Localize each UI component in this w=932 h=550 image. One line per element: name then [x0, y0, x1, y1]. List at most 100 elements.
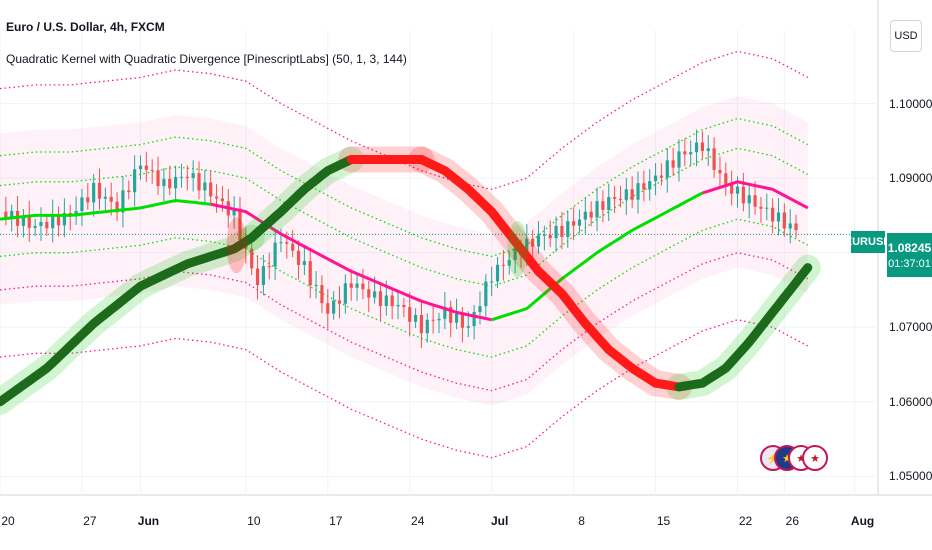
time-tick-label: 22 [738, 514, 753, 528]
time-tick-label: 27 [83, 514, 97, 528]
candle-body [413, 314, 418, 322]
price-tick-label: 1.05000 [889, 469, 932, 484]
candle-body [45, 221, 49, 229]
candle-body [162, 178, 166, 187]
band-upper-outer [0, 50, 809, 190]
candle-body [712, 148, 716, 170]
time-tick-label: Jun [137, 514, 160, 528]
divergence-up-1 [0, 233, 257, 407]
candle-body [4, 211, 8, 218]
candle-body [572, 221, 576, 226]
us-flag-icon[interactable]: ★ [788, 445, 814, 471]
candle-body [86, 197, 90, 203]
candle-body [437, 318, 441, 321]
kernel-line-down [210, 202, 493, 322]
candle-body [174, 177, 178, 189]
candle-body [788, 223, 792, 229]
candle-body [337, 300, 342, 304]
chart-title[interactable]: Euro / U.S. Dollar, 4h, FXCM [6, 20, 165, 34]
time-tick-label: Aug [850, 514, 875, 528]
candle-body [314, 285, 318, 287]
economic-events[interactable]: ⚡ ★ ★ ★ [760, 443, 840, 477]
candle-body [302, 261, 306, 265]
candle-body [273, 242, 277, 267]
candle-body [384, 295, 388, 306]
candle-body [782, 212, 786, 229]
candle-body [490, 281, 494, 283]
candle-body [735, 186, 740, 194]
candle-body [261, 266, 265, 285]
candle-body [168, 178, 172, 189]
candle-body [214, 196, 219, 199]
candle-body [677, 151, 681, 168]
candle-body [613, 197, 617, 199]
candle-body [525, 238, 529, 256]
candle-body [577, 219, 582, 226]
candle-body [115, 201, 119, 213]
candle-body [601, 201, 605, 211]
candle-body [349, 283, 353, 288]
time-tick-label: 26 [785, 514, 800, 528]
candle-body [753, 195, 757, 207]
candle-body [425, 319, 429, 334]
band-lower-inner [0, 252, 809, 392]
candle-body [144, 165, 148, 170]
candle-body [255, 268, 260, 285]
divergence-down-2 [416, 155, 684, 392]
candle-body [548, 234, 552, 239]
candle-body [706, 148, 710, 152]
candle-body [747, 195, 751, 204]
candle-body [542, 234, 546, 236]
band-lower-near [0, 218, 809, 358]
candle-body [103, 196, 107, 199]
kernel-line-up-1 [0, 198, 211, 221]
candle-body [185, 176, 189, 178]
price-tick-label: 1.09000 [889, 171, 932, 186]
candle-body [51, 214, 55, 229]
candle-body [109, 196, 113, 202]
bar-countdown: 01:37:01 [888, 257, 931, 270]
candle-body [179, 176, 184, 178]
candle-body [724, 173, 728, 185]
candle-body [431, 319, 435, 321]
us-flag-icon[interactable]: ★ [802, 445, 828, 471]
symbol-tag: EURUSD [845, 231, 891, 253]
candle-body [220, 198, 225, 202]
candle-body [332, 300, 336, 314]
candle-body [373, 291, 377, 298]
candle-body [33, 225, 37, 228]
time-tick-label: 24 [411, 514, 425, 528]
candle-body [765, 207, 769, 209]
candle-body [484, 281, 488, 307]
candle-body [495, 264, 500, 282]
divergence-up-3 [674, 263, 813, 392]
candle-body [478, 306, 482, 312]
candle-body [671, 160, 675, 168]
indicator-label[interactable]: Quadratic Kernel with Quadratic Divergen… [6, 52, 407, 66]
candle-body [209, 182, 213, 197]
candle-body [449, 306, 453, 323]
candle-body [138, 165, 143, 170]
candle-body [80, 197, 84, 212]
candle-body [367, 289, 371, 298]
candle-body [133, 169, 137, 193]
candle-body [27, 215, 31, 228]
candle-body [531, 238, 535, 247]
candle-body [238, 208, 242, 241]
price-tick-label: 1.07000 [889, 320, 932, 335]
candle-body [232, 208, 236, 216]
candle-body [343, 283, 347, 304]
time-tick-label: Jul [491, 514, 509, 528]
candle-body [618, 198, 623, 200]
candle-body [378, 291, 383, 306]
candle-body [279, 242, 283, 244]
candle-body [741, 186, 745, 204]
candle-body [267, 266, 271, 268]
time-tick-label: 20 [1, 514, 15, 528]
divergence-up-2 [247, 155, 356, 243]
candle-body [62, 212, 66, 226]
candle-body [595, 201, 599, 218]
candle-body [718, 169, 722, 174]
currency-button[interactable]: USD [890, 20, 922, 52]
